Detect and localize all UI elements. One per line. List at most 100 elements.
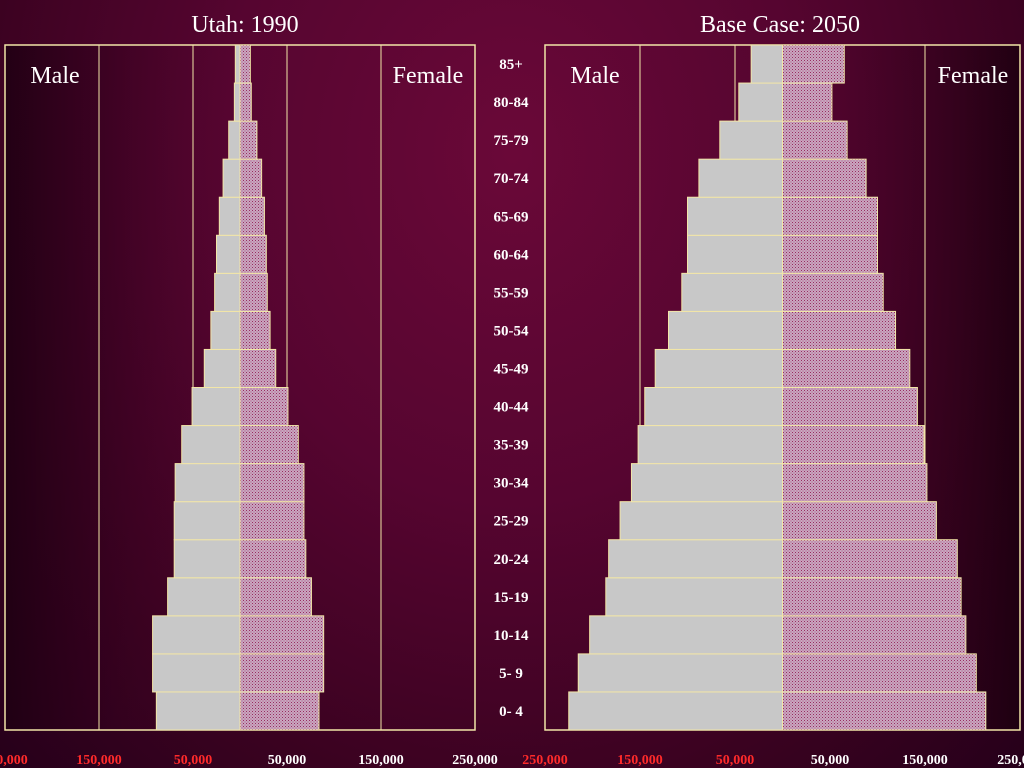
male-bar	[668, 310, 783, 350]
x-tick-label: 150,000	[617, 753, 663, 768]
female-bar	[239, 577, 312, 617]
male-bar	[155, 691, 241, 731]
female-label: Female	[393, 63, 464, 89]
female-bar	[239, 158, 263, 198]
female-bar	[782, 653, 977, 693]
male-bar	[181, 425, 241, 465]
male-bar	[152, 615, 241, 655]
male-bar	[173, 539, 241, 579]
male-bar	[619, 501, 783, 541]
x-tick-label: 50,000	[174, 753, 213, 768]
age-label: 25-29	[494, 514, 529, 530]
age-label: 20-24	[494, 552, 529, 568]
male-label: Male	[30, 63, 79, 89]
chart-title: Utah: 1990	[191, 12, 298, 38]
male-bar	[750, 44, 784, 84]
x-tick-label: 250,000	[0, 753, 28, 768]
x-tick-label: 50,000	[268, 753, 307, 768]
male-bar	[637, 425, 783, 465]
male-bar	[174, 463, 241, 503]
age-group-labels: 0- 4 5- 9 10-14 15-19 20-24 25-29 30-34 35-39 40…	[494, 57, 529, 720]
age-label: 55-59	[494, 285, 529, 301]
female-bar	[239, 425, 299, 465]
x-tick-label: 150,000	[358, 753, 404, 768]
female-bar	[782, 463, 928, 503]
male-bar	[191, 387, 241, 427]
female-bar	[782, 158, 867, 198]
age-label: 75-79	[494, 133, 529, 149]
male-bar	[738, 82, 783, 122]
male-bar	[210, 310, 241, 350]
pyramid-panel-1: Utah: 1990 Male Female 250,000 150,000 50,000…	[0, 12, 498, 768]
male-bar	[698, 158, 784, 198]
age-label: 15-19	[494, 590, 529, 606]
age-label: 5- 9	[499, 666, 523, 682]
age-label: 0- 4	[499, 704, 523, 720]
age-label: 80-84	[494, 95, 529, 111]
age-label: 85+	[499, 57, 523, 73]
female-bar	[239, 82, 252, 122]
female-bar	[782, 120, 848, 160]
x-tick-label: 50,000	[811, 753, 850, 768]
x-tick-label: 250,000	[997, 753, 1024, 768]
male-bar	[687, 196, 783, 236]
female-bar	[782, 272, 884, 312]
male-bar	[167, 577, 241, 617]
pyramid-panel-2: Base Case: 2050 Male Female 250,000 150,000 5…	[522, 12, 1024, 768]
female-bar	[782, 44, 845, 84]
male-bar	[719, 120, 783, 160]
female-bar	[239, 196, 265, 236]
age-label: 60-64	[494, 247, 529, 263]
male-label: Male	[570, 63, 619, 89]
male-bar	[644, 387, 783, 427]
female-label: Female	[938, 63, 1009, 89]
male-bar	[589, 615, 784, 655]
male-bar	[687, 234, 783, 274]
age-label: 45-49	[494, 361, 529, 377]
x-tick-label: 250,000	[522, 753, 568, 768]
male-bar	[233, 82, 241, 122]
male-bar	[605, 577, 783, 617]
female-bar	[782, 348, 911, 389]
male-bar	[568, 691, 783, 731]
female-bar	[782, 310, 897, 350]
x-tick-label: 50,000	[716, 753, 755, 768]
female-bar	[239, 615, 325, 655]
female-bar	[239, 120, 258, 160]
female-bar	[239, 691, 320, 731]
x-tick-label: 150,000	[76, 753, 122, 768]
female-bar	[782, 82, 833, 122]
female-bar	[782, 234, 878, 274]
male-bar	[216, 234, 241, 274]
female-bar	[782, 425, 925, 465]
female-bar	[782, 539, 958, 579]
female-bar	[239, 539, 307, 579]
female-bar	[782, 387, 918, 427]
female-bar	[239, 501, 305, 541]
female-bar	[782, 615, 967, 655]
male-bar	[654, 348, 784, 389]
female-bar	[239, 463, 305, 503]
male-bar	[218, 196, 241, 236]
age-label: 35-39	[494, 438, 529, 454]
male-bar	[152, 653, 241, 693]
male-bar	[577, 653, 783, 693]
age-label: 30-34	[494, 476, 529, 492]
age-label: 10-14	[494, 628, 529, 644]
female-bar	[239, 272, 268, 312]
age-label: 40-44	[494, 400, 529, 416]
chart-title: Base Case: 2050	[700, 12, 860, 38]
male-bar	[630, 463, 784, 503]
male-bar	[203, 348, 241, 389]
male-bar	[608, 539, 784, 579]
male-bar	[234, 44, 241, 84]
male-bar	[214, 272, 241, 312]
male-bar	[228, 120, 241, 160]
male-bar	[681, 272, 783, 312]
age-label: 65-69	[494, 209, 529, 225]
age-label: 50-54	[494, 323, 529, 339]
female-bar	[239, 234, 267, 274]
female-bar	[239, 348, 277, 389]
age-label: 70-74	[494, 171, 529, 187]
